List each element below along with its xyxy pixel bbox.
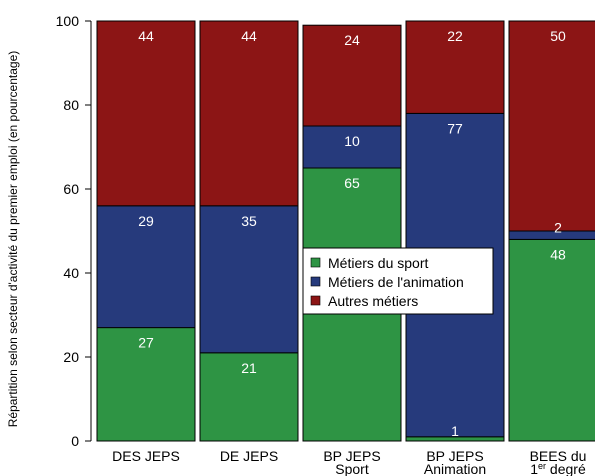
y-tick-label: 0	[71, 433, 79, 449]
category-label: DES JEPS	[112, 448, 180, 464]
data-label: 24	[344, 32, 360, 48]
category-label: DE JEPS	[220, 448, 278, 464]
data-label: 77	[447, 120, 463, 136]
bar-segment	[405, 20, 505, 114]
y-axis-title: Répartition selon secteur d'activité du …	[6, 51, 20, 428]
bar-segment	[508, 238, 595, 442]
bar-segment	[96, 205, 196, 329]
bar-segment	[508, 20, 595, 232]
data-label: 1	[451, 423, 459, 439]
legend: Métiers du sport Métiers de l'animation Au…	[302, 247, 494, 315]
legend-label: Autres métiers	[328, 293, 418, 309]
data-label: 10	[344, 133, 360, 149]
data-label: 44	[241, 28, 257, 44]
category-label: BP JEPS	[323, 448, 380, 464]
data-label: 29	[138, 213, 154, 229]
y-tick-label: 60	[63, 181, 79, 197]
category-label: BP JEPS	[426, 448, 483, 464]
bar-segment	[302, 24, 402, 127]
category-label: 1er degré	[530, 461, 586, 476]
bar-segment	[199, 205, 299, 354]
axis-layer: 0 20 40 60 80 100 Répartition selon secteur d'…	[6, 13, 92, 449]
y-tick-label: 100	[56, 13, 80, 29]
legend-swatch	[310, 257, 321, 268]
bar-segment	[199, 352, 299, 442]
bar-segment	[508, 230, 595, 240]
data-label: 44	[138, 28, 154, 44]
data-label: 48	[550, 246, 566, 262]
bar-segment	[96, 20, 196, 207]
category-label: BEES du	[530, 448, 587, 464]
data-label: 22	[447, 28, 463, 44]
legend-swatch	[310, 276, 321, 287]
data-label: 2	[554, 219, 562, 235]
data-label: 27	[138, 335, 154, 351]
category-label: Animation	[424, 461, 486, 476]
data-label: 50	[550, 28, 566, 44]
y-tick-label: 40	[63, 265, 79, 281]
bars-layer	[96, 20, 595, 442]
bar-segment	[199, 20, 299, 207]
y-tick-label: 80	[63, 97, 79, 113]
category-label: Sport	[335, 461, 369, 476]
y-tick-label: 20	[63, 349, 79, 365]
data-label: 21	[241, 360, 257, 376]
bar-segment	[302, 125, 402, 169]
legend-swatch	[310, 295, 321, 306]
legend-label: Métiers de l'animation	[328, 274, 464, 290]
data-label: 35	[241, 213, 257, 229]
bar-segment	[96, 327, 196, 442]
legend-box	[302, 247, 494, 315]
data-label: 65	[344, 175, 360, 191]
legend-label: Métiers du sport	[328, 255, 428, 271]
